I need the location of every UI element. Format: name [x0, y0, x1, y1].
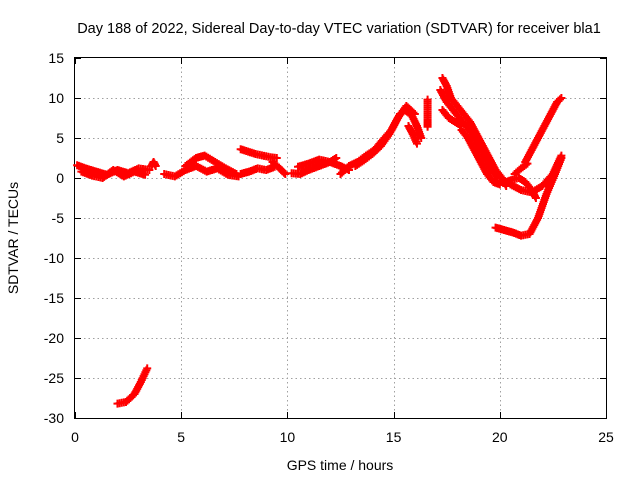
y-tick-labels: 15 10 5 0 -5 -10 -15 -20 -25 -30 [44, 50, 64, 426]
x-tick-label: 20 [492, 429, 508, 445]
data-point [151, 162, 160, 170]
x-tick-label: 10 [280, 429, 296, 445]
data-point [141, 170, 150, 179]
y-tick-label: -15 [44, 290, 64, 306]
y-tick-label: -20 [44, 330, 64, 346]
y-axis-label: SDTVAR / TECUs [5, 182, 21, 294]
series-arc-t [495, 174, 540, 202]
data-point [412, 139, 421, 148]
series-arc-q [436, 86, 502, 182]
series-arc-g [236, 145, 281, 162]
series-arc-j [294, 155, 353, 174]
y-tick-label: 0 [56, 170, 64, 186]
data-point [492, 172, 501, 181]
data-point [272, 154, 281, 162]
series-arc-l [351, 102, 419, 170]
data-point [423, 122, 432, 131]
data-point [557, 94, 566, 102]
series-arc-d [160, 162, 243, 181]
y-tick-label: -10 [44, 250, 64, 266]
y-tick-label: 5 [56, 130, 64, 146]
data-point [557, 151, 566, 160]
axis-ticks [75, 58, 607, 419]
series-arc-n [404, 122, 421, 148]
series-arc-c [147, 158, 160, 170]
data-point [555, 95, 564, 104]
series-arc-y [113, 364, 152, 408]
series-arc-m [400, 106, 426, 142]
series-arc-o [423, 95, 432, 131]
y-tick-label: -5 [52, 210, 65, 226]
series-arc-x [510, 159, 532, 178]
series-arc-s [457, 126, 504, 189]
data-point [523, 159, 532, 168]
x-tick-label: 25 [598, 429, 614, 445]
data-points [73, 74, 566, 408]
series-arc-v [506, 151, 566, 197]
series-arc-e [181, 151, 241, 178]
series-arc-b [77, 166, 150, 182]
y-tick-label: -30 [44, 410, 64, 426]
x-tick-label: 0 [71, 429, 79, 445]
data-point [531, 194, 540, 202]
plot-frame [74, 57, 607, 419]
chart-title: Day 188 of 2022, Sidereal Day-to-day VTE… [77, 21, 601, 37]
x-tick-label: 15 [386, 429, 402, 445]
grid [75, 58, 606, 418]
series-arc-f [236, 162, 279, 178]
data-point [521, 160, 530, 169]
x-axis-label: GPS time / hours [287, 457, 394, 473]
data-point [143, 364, 152, 373]
data-point [280, 168, 289, 177]
data-point [417, 134, 426, 142]
y-tick-label: 15 [48, 50, 64, 66]
y-tick-label: -25 [44, 370, 64, 386]
x-tick-label: 5 [177, 429, 185, 445]
x-tick-labels: 0 5 10 15 20 25 [71, 429, 614, 445]
y-tick-label: 10 [48, 90, 64, 106]
